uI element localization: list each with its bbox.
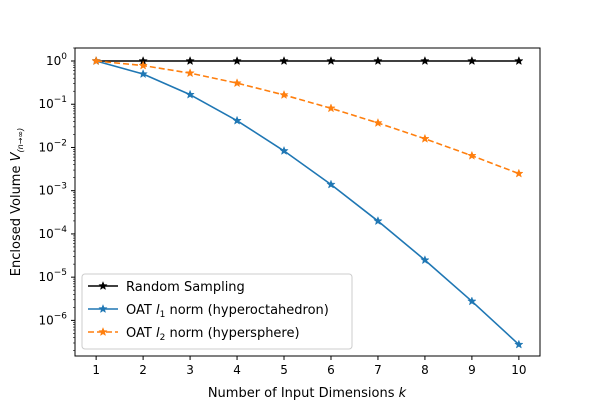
y-axis-label-text: Enclosed Volume [9,166,24,277]
series-oat-l1 [91,55,524,349]
legend-swatch-marker [98,280,108,291]
legend-label-l2-var: l [156,326,160,341]
legend-label-l2-sub: 2 [160,333,166,343]
x-tick-label: 2 [139,363,147,377]
data-point [138,69,148,79]
legend-label-l1-var: l [156,303,160,318]
x-tick-label: 7 [374,363,382,377]
legend: Random Sampling OAT l1 norm (hyperoctahe… [81,273,353,350]
y-axis-label-sub: (n→∞) [16,128,25,153]
data-point [232,55,242,66]
data-point [467,55,477,66]
legend-label-l2-post: norm (hypersphere) [165,326,299,341]
y-ticks: 100 10−1 10−2 10−3 10−4 10−5 10−6 [38,47,75,351]
legend-label-random-text: Random Sampling [126,280,245,295]
data-point [373,117,383,128]
x-ticks: 1 2 3 4 5 6 7 8 9 10 [92,356,527,377]
x-tick-label: 5 [280,363,288,377]
data-point [185,89,195,99]
data-point [514,339,524,349]
legend-label-l1: OAT l1 norm (hyperoctahedron) [126,303,329,320]
legend-label-l2: OAT l2 norm (hypersphere) [126,326,300,343]
data-point [279,89,289,100]
data-point [373,216,383,226]
y-tick-label: 10−6 [38,311,67,327]
x-axis-label: Number of Input Dimensions k [208,386,407,400]
data-point [326,179,336,189]
x-tick-label: 10 [511,363,526,377]
data-point [467,150,477,160]
y-tick-label: 10−2 [38,138,67,154]
data-point [467,296,477,306]
legend-label-l1-pre: OAT [126,303,156,318]
data-point [420,55,430,66]
y-axis-label-var: V [9,151,24,161]
series-line [96,60,520,175]
legend-label-l2-pre: OAT [126,326,156,341]
data-point [138,60,148,70]
legend-label-l1-sub: 1 [160,310,166,320]
data-point [279,145,289,155]
x-tick-label: 9 [468,363,476,377]
y-axis-label: Enclosed Volume V(n→∞) [9,128,25,276]
x-axis-label-var: k [399,386,407,400]
y-tick-label: 10−3 [38,182,67,198]
data-point [326,55,336,66]
data-point [279,55,289,66]
x-tick-label: 6 [327,363,335,377]
data-point [185,68,195,78]
series-line [95,60,520,346]
y-tick-label: 10−1 [38,95,67,111]
legend-label-random: Random Sampling [126,280,245,295]
data-point [232,115,242,125]
legend-swatches [88,280,118,337]
data-point [326,103,336,113]
data-point [420,255,430,265]
legend-swatch-marker [98,303,108,314]
x-axis-label-text: Number of Input Dimensions [208,386,395,400]
data-point [514,55,524,66]
x-tick-label: 8 [421,363,429,377]
data-point [420,133,430,143]
y-tick-label: 100 [46,52,67,68]
plot-frame [74,47,541,357]
data-point [91,55,101,66]
series-layer [91,55,524,349]
data-point [514,168,524,178]
x-tick-label: 4 [233,363,241,377]
x-tick-label: 3 [186,363,194,377]
x-tick-label: 1 [92,363,100,377]
data-point [185,55,195,66]
data-point [373,55,383,66]
y-tick-label: 10−5 [38,268,67,284]
legend-swatch-marker [98,326,108,337]
legend-box [81,273,353,350]
y-tick-label: 10−4 [38,225,67,241]
series-oat-l2 [91,55,524,178]
legend-label-l1-post: norm (hyperoctahedron) [165,303,329,318]
data-point [232,78,242,88]
